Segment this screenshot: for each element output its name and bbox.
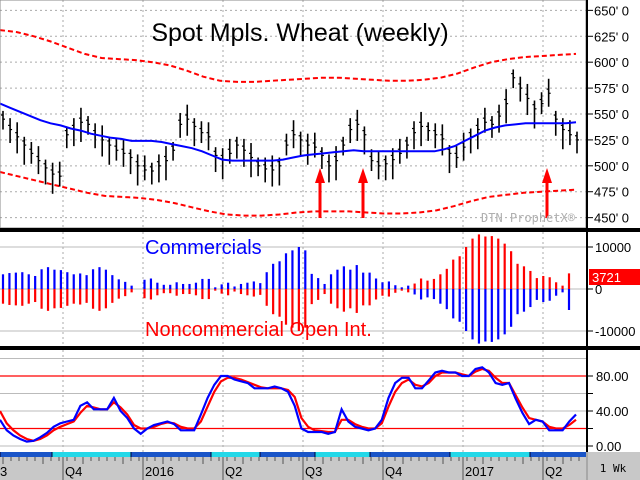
stochastic-lines	[0, 366, 577, 443]
x-tick-label: Q2	[545, 464, 562, 479]
x-tick-label: Q3	[305, 464, 322, 479]
y-tick-label: 0	[595, 282, 602, 297]
y-tick-label: 500' 0	[594, 159, 629, 174]
annotation-arrows	[315, 168, 552, 218]
x-tick-label: Q4	[65, 464, 82, 479]
y-tick-label: 450' 0	[594, 211, 629, 226]
watermark: DTN ProphetX®	[481, 211, 576, 225]
moving-average-line	[0, 102, 577, 162]
y-tick-label: 10000	[595, 240, 631, 255]
x-tick-label: Q4	[385, 464, 402, 479]
y-tick-label: 550' 0	[594, 107, 629, 122]
interval-label[interactable]: 1 Wk	[600, 462, 627, 475]
cot-bars	[1, 234, 571, 344]
y-tick-label: 475' 0	[594, 185, 629, 200]
x-tick-label: 2016	[145, 464, 174, 479]
commercials-label: Commercials	[145, 237, 262, 259]
stochastic-y-axis: 80.00 40.00 0.00	[587, 369, 629, 454]
y-tick-label: 600' 0	[594, 55, 629, 70]
y-tick-label: -10000	[595, 324, 635, 339]
y-tick-label: 80.00	[596, 369, 629, 384]
price-y-axis: 650' 0 625' 0 600' 0 575' 0 550' 0 525' 0 500'…	[587, 3, 629, 226]
y-tick-label: 625' 0	[594, 29, 629, 44]
panel-separator[interactable]	[0, 228, 640, 232]
last-value-badge: 3721	[589, 269, 640, 285]
cot-y-axis: 10000 0 -10000	[587, 240, 635, 339]
period-strip	[0, 452, 586, 457]
x-tick-label: 3	[0, 464, 7, 479]
cot-panel: Commercials Noncommercial Open Int.	[0, 232, 586, 346]
x-axis: 3 Q4 2016 Q2 Q3 Q4 2017 Q2 1 Wk	[0, 452, 640, 480]
price-panel: Spot Mpls. Wheat (weekly) DTN ProphetX®	[0, 0, 587, 229]
y-tick-label: 0.00	[596, 439, 621, 454]
y-tick-label: 650' 0	[594, 3, 629, 18]
y-tick-label: 40.00	[596, 404, 629, 419]
y-tick-label: 575' 0	[594, 81, 629, 96]
chart-title: Spot Mpls. Wheat (weekly)	[151, 19, 448, 47]
x-tick-label: Q2	[225, 464, 242, 479]
noncommercial-label: Noncommercial Open Int.	[145, 319, 372, 341]
stochastic-panel	[0, 350, 586, 452]
y-tick-label: 525' 0	[594, 133, 629, 148]
panel-separator[interactable]	[0, 346, 640, 350]
price-grid	[0, 0, 586, 228]
x-tick-label: 2017	[465, 464, 494, 479]
last-value-text: 3721	[592, 270, 621, 285]
bollinger-bands	[0, 29, 577, 217]
